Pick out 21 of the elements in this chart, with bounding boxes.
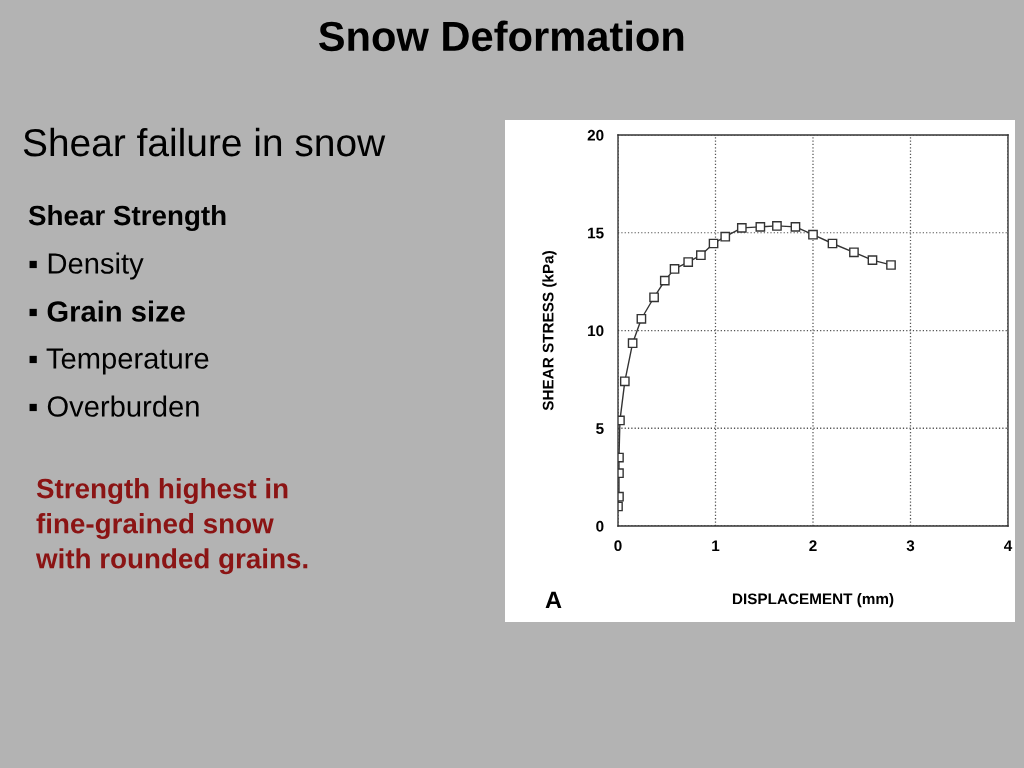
text: A xyxy=(545,591,562,609)
y-tick-label: 20 xyxy=(587,129,604,141)
x-tick-label: 4 xyxy=(1003,540,1013,551)
y-tick-label: 15 xyxy=(588,227,604,239)
x-axis-title: DISPLACEMENT (mm) xyxy=(732,593,894,608)
x-tick-label: 2 xyxy=(809,540,817,551)
x-tick-label: 0 xyxy=(614,540,622,552)
y-tick-label: 5 xyxy=(596,423,604,434)
x-tick-label: 3 xyxy=(906,540,915,552)
text: ▪ Grain size xyxy=(29,300,185,322)
text: ▪ Overburden xyxy=(29,395,199,417)
x-tick-label: 1 xyxy=(712,540,720,551)
text: Strength highest in fine-grained snow with rounded grains. xyxy=(35,478,308,575)
y-axis-title: SHEAR STRESS (kPa) xyxy=(542,251,557,411)
text: Shear failure in snow xyxy=(23,127,386,157)
text: ▪ Temperature xyxy=(29,348,209,375)
y-tick-label: 10 xyxy=(588,325,604,337)
chart-title: Snow Deformation xyxy=(318,20,684,52)
text: ▪ Density xyxy=(29,252,144,280)
text: Shear Strength xyxy=(28,204,226,232)
y-tick-label: 0 xyxy=(596,520,604,532)
